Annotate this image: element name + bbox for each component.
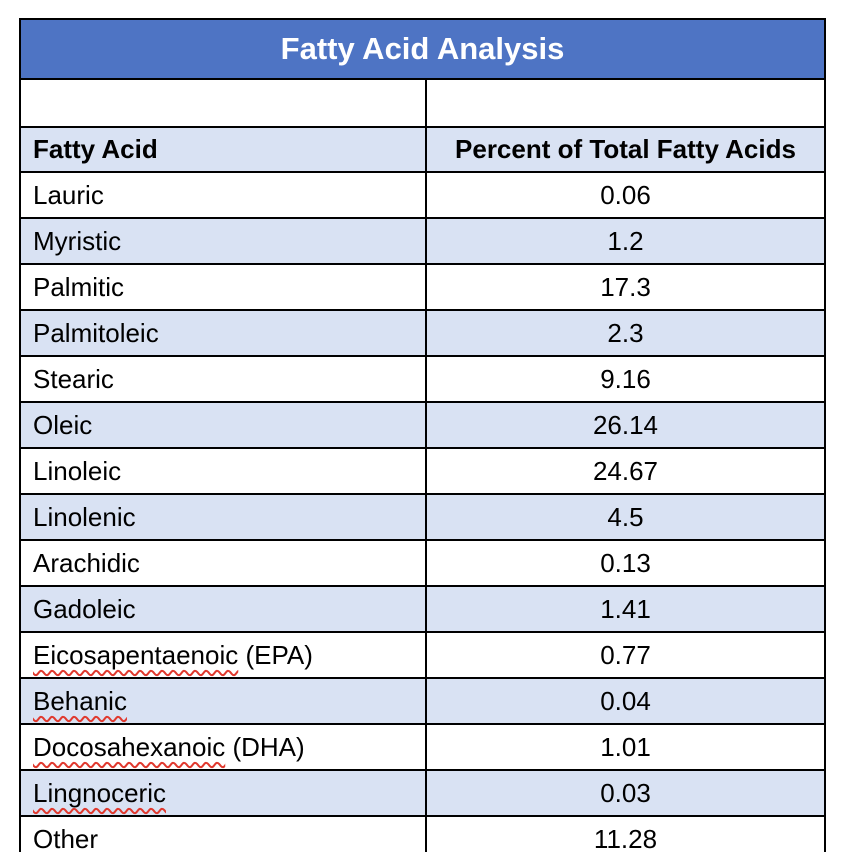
- column-header-fatty-acid: Fatty Acid: [19, 126, 427, 173]
- misspelled-word: Docosahexanoic: [33, 731, 226, 762]
- table-row: Linoleic 24.67: [19, 447, 826, 495]
- percent-value-cell: 0.77: [425, 631, 826, 679]
- fatty-acid-name: Linoleic: [33, 455, 122, 486]
- table-row: Lauric 0.06: [19, 171, 826, 219]
- percent-value-cell: 17.3: [425, 263, 826, 311]
- empty-cell-right: [425, 78, 826, 128]
- percent-value-cell: 0.06: [425, 171, 826, 219]
- fatty-acid-name-cell: Behanic: [19, 677, 427, 725]
- percent-value-cell: 1.01: [425, 723, 826, 771]
- table-row: Palmitoleic 2.3: [19, 309, 826, 357]
- misspelled-word: Eicosapentaenoic: [33, 639, 239, 670]
- table-body: Lauric 0.06 Myristic 1.2 Palmitic 17.3 Palmito…: [19, 171, 826, 852]
- table-row: Docosahexanoic (DHA) 1.01: [19, 723, 826, 771]
- fatty-acid-name: Arachidic: [33, 547, 140, 578]
- fatty-acid-name-cell: Other: [19, 815, 427, 852]
- fatty-acid-name: Other: [33, 823, 99, 852]
- fatty-acid-name-cell: Palmitoleic: [19, 309, 427, 357]
- percent-value-cell: 0.03: [425, 769, 826, 817]
- percent-value-cell: 4.5: [425, 493, 826, 541]
- fatty-acid-name-cell: Gadoleic: [19, 585, 427, 633]
- table-row: Arachidic 0.13: [19, 539, 826, 587]
- empty-cell-left: [19, 78, 427, 128]
- table-row: Linolenic 4.5: [19, 493, 826, 541]
- percent-value-cell: 0.13: [425, 539, 826, 587]
- table-row: Myristic 1.2: [19, 217, 826, 265]
- table-row: Oleic 26.14: [19, 401, 826, 449]
- table-empty-row: [19, 78, 826, 128]
- fatty-acid-name: Gadoleic: [33, 593, 136, 624]
- table-title: Fatty Acid Analysis: [19, 18, 826, 80]
- fatty-acid-name-cell: Oleic: [19, 401, 427, 449]
- fatty-acid-name: Linolenic: [33, 501, 136, 532]
- table-row: Eicosapentaenoic (EPA) 0.77: [19, 631, 826, 679]
- fatty-acid-name-cell: Docosahexanoic (DHA): [19, 723, 427, 771]
- table-row: Palmitic 17.3: [19, 263, 826, 311]
- fatty-acid-name: Lauric: [33, 179, 104, 210]
- fatty-acid-name-cell: Stearic: [19, 355, 427, 403]
- fatty-acid-name-cell: Linoleic: [19, 447, 427, 495]
- fatty-acid-name: Myristic: [33, 225, 122, 256]
- table-title-row: Fatty Acid Analysis: [19, 18, 826, 80]
- fatty-acid-name: Stearic: [33, 363, 114, 394]
- percent-value-cell: 0.04: [425, 677, 826, 725]
- fatty-acid-name: Palmitoleic: [33, 317, 159, 348]
- percent-value-cell: 2.3: [425, 309, 826, 357]
- fatty-acid-name-cell: Linolenic: [19, 493, 427, 541]
- table-row: Stearic 9.16: [19, 355, 826, 403]
- percent-value-cell: 1.41: [425, 585, 826, 633]
- percent-value-cell: 9.16: [425, 355, 826, 403]
- fatty-acid-name-cell: Palmitic: [19, 263, 427, 311]
- fatty-acid-name-cell: Arachidic: [19, 539, 427, 587]
- table-header-row: Fatty Acid Percent of Total Fatty Acids: [19, 126, 826, 173]
- fatty-acid-name: Oleic: [33, 409, 93, 440]
- table-row: Lingnoceric 0.03: [19, 769, 826, 817]
- percent-value-cell: 26.14: [425, 401, 826, 449]
- fatty-acid-name-suffix: (EPA): [238, 639, 313, 670]
- table-row: Other 11.28: [19, 815, 826, 852]
- fatty-acid-name-cell: Myristic: [19, 217, 427, 265]
- fatty-acid-table: Fatty Acid Analysis Fatty Acid Percent o…: [19, 18, 826, 852]
- percent-value-cell: 1.2: [425, 217, 826, 265]
- table-row: Gadoleic 1.41: [19, 585, 826, 633]
- percent-value-cell: 11.28: [425, 815, 826, 852]
- column-header-percent: Percent of Total Fatty Acids: [425, 126, 826, 173]
- fatty-acid-name: Palmitic: [33, 271, 125, 302]
- fatty-acid-name-cell: Lauric: [19, 171, 427, 219]
- fatty-acid-name-cell: Lingnoceric: [19, 769, 427, 817]
- misspelled-word: Lingnoceric: [33, 777, 166, 808]
- misspelled-word: Behanic: [33, 685, 127, 716]
- table-row: Behanic 0.04: [19, 677, 826, 725]
- fatty-acid-name-suffix: (DHA): [225, 731, 305, 762]
- percent-value-cell: 24.67: [425, 447, 826, 495]
- fatty-acid-name-cell: Eicosapentaenoic (EPA): [19, 631, 427, 679]
